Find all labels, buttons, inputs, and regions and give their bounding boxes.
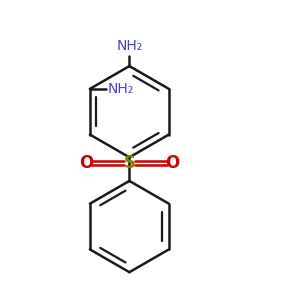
Text: O: O: [80, 154, 94, 172]
Text: O: O: [165, 154, 179, 172]
Text: S: S: [123, 154, 135, 172]
Text: NH₂: NH₂: [108, 82, 134, 96]
Text: NH₂: NH₂: [116, 39, 142, 53]
